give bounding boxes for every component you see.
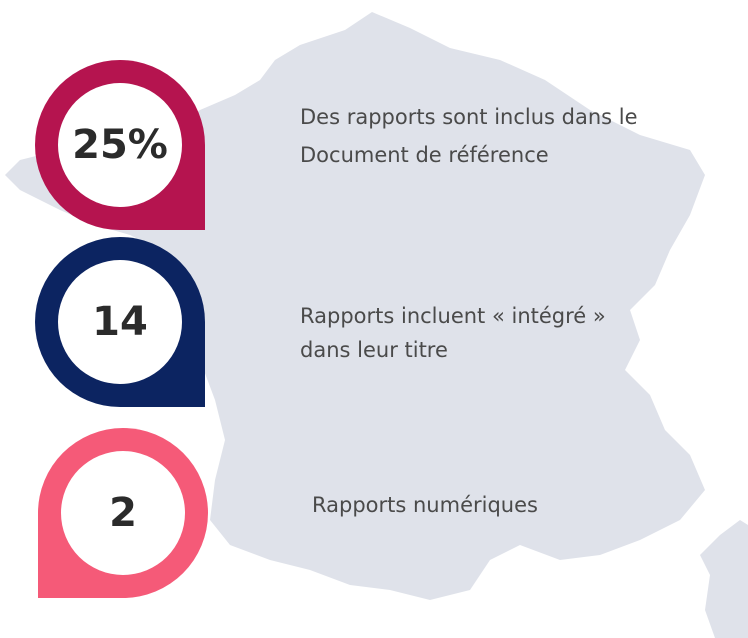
stat-value: 14 xyxy=(92,299,148,345)
stat-item: 25% Des rapports sont inclus dans le Docum… xyxy=(35,60,638,230)
stat-badge-inner xyxy=(58,83,182,207)
stat-badge-inner xyxy=(58,260,182,384)
stat-description: Rapports numériques xyxy=(312,493,538,517)
stat-badge-inner xyxy=(61,451,185,575)
stat-value: 2 xyxy=(109,490,137,536)
stat-value: 25% xyxy=(72,122,168,168)
map-corsica xyxy=(700,520,748,638)
stat-description: Des rapports sont inclus dans le xyxy=(300,105,638,129)
stat-description: dans leur titre xyxy=(300,338,448,362)
stat-description: Rapports incluent « intégré » xyxy=(300,304,606,328)
stat-description: Document de référence xyxy=(300,143,549,167)
stat-item: 2 Rapports numériques xyxy=(38,428,538,598)
stat-item: 14 Rapports incluent « intégré » dans leur… xyxy=(35,237,606,407)
